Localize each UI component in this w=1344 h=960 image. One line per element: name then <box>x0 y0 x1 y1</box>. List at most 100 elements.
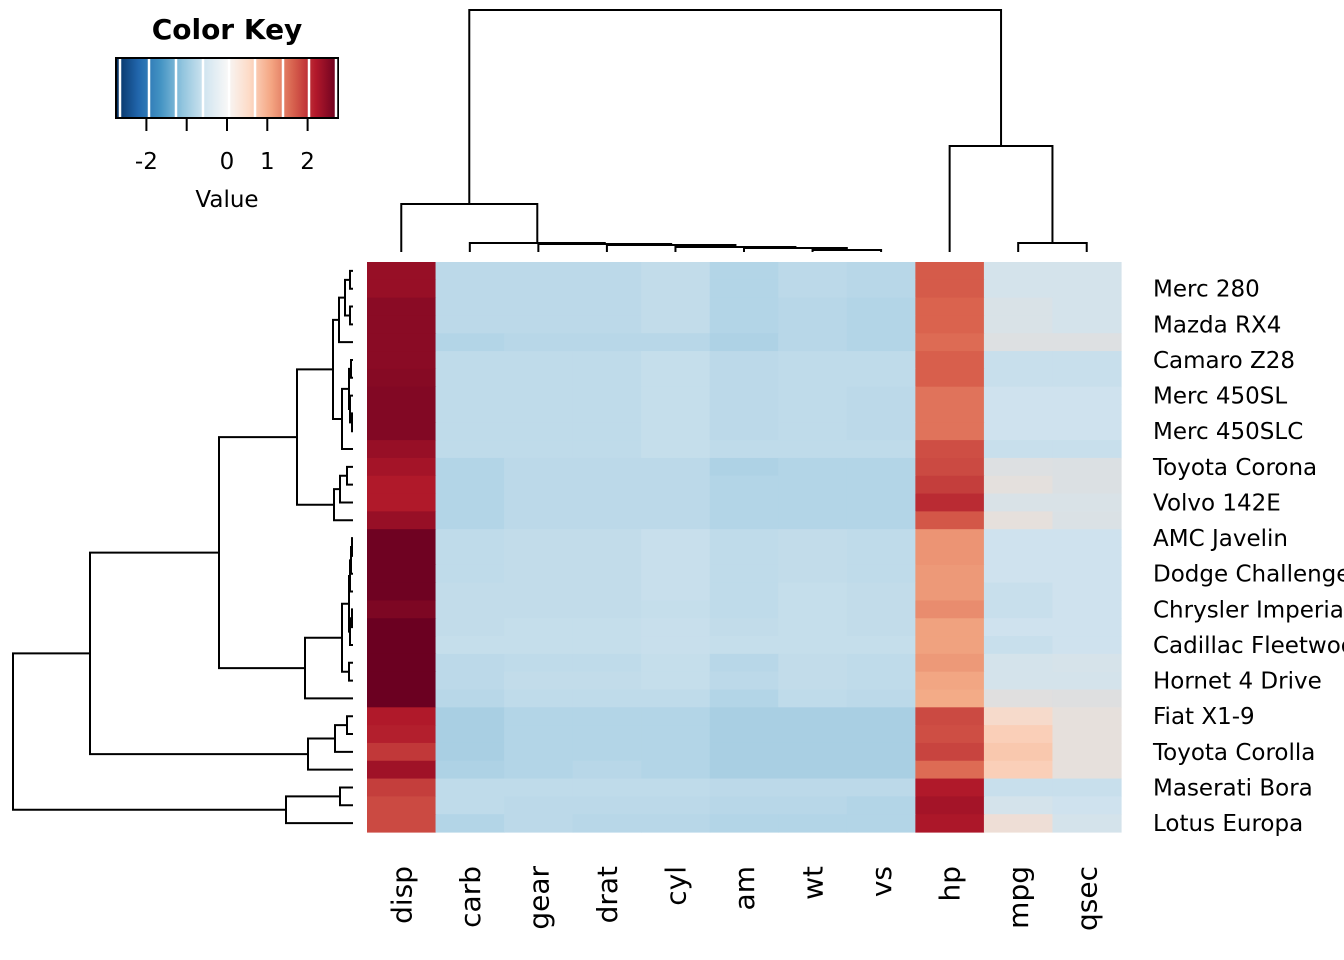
heatmap-cell <box>983 653 1054 673</box>
heatmap-cell <box>983 796 1054 815</box>
heatmap-cell <box>572 564 642 584</box>
heatmap-cell <box>572 671 642 691</box>
heatmap-cell <box>367 493 437 512</box>
heatmap-cell <box>435 333 505 352</box>
heatmap-cell <box>641 457 711 477</box>
heatmap-cell <box>435 707 505 726</box>
heatmap-cell <box>367 725 437 744</box>
row-label: Toyota Corolla <box>1152 740 1315 766</box>
heatmap-cell <box>367 760 437 780</box>
heatmap-cell <box>709 333 779 352</box>
heatmap-cell <box>1052 368 1122 388</box>
heatmap-cell <box>504 422 574 441</box>
heatmap-cell <box>1052 671 1122 691</box>
heatmap-cell <box>709 778 779 797</box>
heatmap-cell <box>709 582 779 602</box>
heatmap-cell <box>1052 404 1122 423</box>
dendrogram-branch <box>811 249 883 252</box>
heatmap-cell <box>367 404 437 423</box>
heatmap-cell <box>983 725 1054 744</box>
heatmap-cell <box>709 636 779 655</box>
heatmap-cell <box>504 457 574 477</box>
heatmap-cell <box>572 368 642 388</box>
heatmap-cell <box>435 511 505 530</box>
heatmap-cell <box>846 636 916 655</box>
heatmap-cell <box>504 315 574 334</box>
heatmap-cell <box>435 760 505 780</box>
heatmap-cell <box>504 297 574 317</box>
heatmap-cell <box>778 671 848 691</box>
heatmap-cell <box>846 689 916 708</box>
heatmap-cell <box>915 511 985 530</box>
heatmap-cell <box>709 707 779 726</box>
heatmap-cell <box>709 814 779 833</box>
heatmap-cell <box>709 689 779 708</box>
heatmap-cell <box>915 368 985 388</box>
heatmap-cell <box>846 440 916 459</box>
heatmap-cell <box>846 564 916 584</box>
heatmap-cell <box>1052 618 1122 637</box>
heatmap-cell <box>846 529 916 548</box>
heatmap-cell <box>1052 653 1122 673</box>
row-label: Merc 450SL <box>1153 384 1287 410</box>
heatmap-cell <box>367 600 437 619</box>
heatmap-cell <box>983 689 1054 708</box>
heatmap-cell <box>504 618 574 637</box>
row-dendrogram <box>12 269 353 825</box>
column-dendrogram <box>400 9 1088 252</box>
heatmap-cell <box>572 725 642 744</box>
heatmap-cell <box>367 440 437 459</box>
heatmap-cell <box>504 636 574 655</box>
dendrogram-branch <box>349 269 353 290</box>
dendrogram-branch <box>304 636 353 700</box>
color-key-xlabel: Value <box>195 187 258 213</box>
heatmap-cell <box>778 368 848 388</box>
heatmap-cell <box>778 600 848 619</box>
heatmap-cell <box>846 422 916 441</box>
heatmap-cell <box>915 457 985 477</box>
column-label: carb <box>454 866 487 928</box>
heatmap-cell <box>641 796 711 815</box>
heatmap-cell <box>915 386 985 406</box>
heatmap-cell <box>778 742 848 762</box>
row-label: Lotus Europa <box>1153 811 1303 837</box>
heatmap-cell <box>1052 493 1122 512</box>
column-labels: disp carb gear drat cyl am wt vs hp mpg qsec <box>385 866 1103 931</box>
dendrogram-branch <box>348 661 353 682</box>
dendrogram-branch <box>12 652 286 811</box>
row-label: Merc 280 <box>1153 277 1260 303</box>
dendrogram-branch <box>334 724 353 753</box>
heatmap-cell <box>641 725 711 744</box>
heatmap-cell <box>778 475 848 495</box>
heatmap-cell <box>983 297 1054 317</box>
heatmap-cell <box>504 386 574 406</box>
heatmap-cell <box>915 440 985 459</box>
heatmap-cell <box>1052 547 1122 566</box>
dendrogram-branch <box>351 412 353 433</box>
heatmap-cell <box>435 475 505 495</box>
heatmap-cell <box>572 778 642 797</box>
heatmap-cell <box>641 351 711 370</box>
heatmap-cell <box>435 297 505 317</box>
heatmap-cell <box>983 742 1054 762</box>
heatmap-cell <box>1052 689 1122 708</box>
heatmap-cell <box>572 796 642 815</box>
heatmap-cell <box>572 742 642 762</box>
heatmap-cell <box>709 297 779 317</box>
heatmap-cell <box>983 404 1054 423</box>
heatmap-cell <box>983 636 1054 655</box>
heatmap-cell <box>1052 333 1122 352</box>
heatmap-cell <box>915 351 985 370</box>
heatmap-cell <box>435 618 505 637</box>
dendrogram-branch <box>296 368 334 506</box>
heatmap-cell <box>915 725 985 744</box>
dendrogram-branch <box>332 318 342 420</box>
heatmap-cell <box>983 760 1054 780</box>
heatmap-cell <box>778 636 848 655</box>
heatmap-cell <box>915 742 985 762</box>
heatmap-cell <box>572 618 642 637</box>
heatmap-cell <box>641 422 711 441</box>
heatmap-cell <box>435 582 505 602</box>
row-label: Merc 450SLC <box>1153 419 1303 445</box>
